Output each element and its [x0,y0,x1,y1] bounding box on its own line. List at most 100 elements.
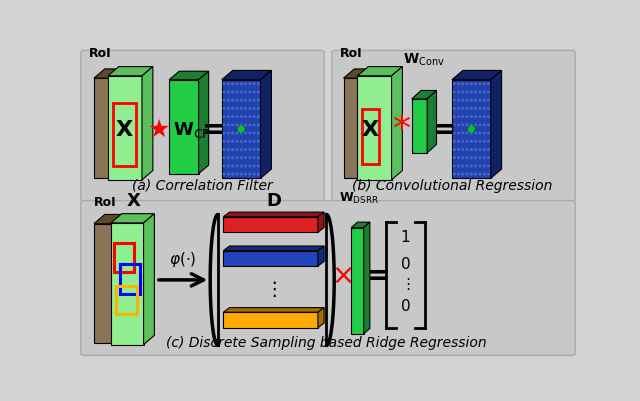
Circle shape [470,149,472,150]
Circle shape [488,157,490,158]
Circle shape [232,124,234,126]
Circle shape [479,124,481,126]
Circle shape [258,99,259,101]
Polygon shape [223,212,324,217]
Polygon shape [111,214,154,223]
Circle shape [223,124,225,126]
Circle shape [253,99,255,101]
Polygon shape [113,215,124,343]
Circle shape [462,157,463,158]
Circle shape [462,149,463,150]
Circle shape [241,132,242,134]
Circle shape [223,116,225,117]
Circle shape [483,116,485,117]
Text: $\vdots$: $\vdots$ [400,276,411,292]
Circle shape [236,165,237,167]
Circle shape [236,149,237,150]
Circle shape [223,91,225,93]
Polygon shape [198,71,209,174]
Polygon shape [491,71,502,178]
Circle shape [227,165,229,167]
Polygon shape [143,214,154,344]
Circle shape [462,91,463,93]
Text: (a) Correlation Filter: (a) Correlation Filter [132,179,273,193]
Polygon shape [94,78,111,178]
Text: RoI: RoI [90,47,112,61]
Circle shape [458,132,460,134]
Circle shape [253,107,255,109]
Circle shape [249,99,251,101]
Circle shape [479,149,481,150]
Circle shape [479,157,481,158]
Circle shape [253,132,255,134]
Circle shape [462,173,463,175]
Circle shape [258,149,259,150]
Circle shape [232,83,234,85]
Circle shape [227,91,229,93]
Circle shape [244,107,246,109]
Circle shape [467,116,468,117]
Circle shape [467,124,468,126]
Circle shape [232,157,234,158]
Circle shape [249,91,251,93]
Circle shape [458,157,460,158]
Circle shape [236,132,237,134]
Text: W$_{\mathsf{DSRR}}$: W$_{\mathsf{DSRR}}$ [339,191,379,206]
Circle shape [458,149,460,150]
Circle shape [453,149,455,150]
Circle shape [244,173,246,175]
Polygon shape [344,78,360,178]
Circle shape [232,173,234,175]
Circle shape [258,157,259,158]
Circle shape [241,91,242,93]
Text: =: = [433,116,456,144]
Circle shape [236,107,237,109]
Circle shape [249,157,251,158]
Circle shape [458,99,460,101]
Circle shape [467,91,468,93]
Circle shape [467,83,468,85]
Circle shape [223,157,225,158]
Polygon shape [111,223,143,344]
Circle shape [470,132,472,134]
Circle shape [244,83,246,85]
Circle shape [249,124,251,126]
Circle shape [232,116,234,117]
Circle shape [453,157,455,158]
Circle shape [236,140,237,142]
Circle shape [249,173,251,175]
Polygon shape [364,222,370,334]
Circle shape [227,83,229,85]
Circle shape [475,149,476,150]
Circle shape [249,140,251,142]
Circle shape [467,173,468,175]
Circle shape [232,149,234,150]
Circle shape [232,99,234,101]
Text: =: = [367,262,390,290]
Circle shape [258,132,259,134]
Circle shape [479,99,481,101]
Circle shape [223,107,225,109]
Circle shape [223,83,225,85]
Circle shape [249,165,251,167]
Polygon shape [223,308,324,312]
Circle shape [462,107,463,109]
Circle shape [227,107,229,109]
Circle shape [483,140,485,142]
Polygon shape [169,71,209,80]
Circle shape [475,116,476,117]
Polygon shape [351,222,370,227]
Circle shape [488,140,490,142]
Circle shape [236,91,237,93]
Circle shape [462,124,463,126]
Circle shape [479,91,481,93]
Circle shape [258,165,259,167]
Polygon shape [94,69,122,78]
Circle shape [227,149,229,150]
Circle shape [239,126,244,132]
Circle shape [223,149,225,150]
Circle shape [227,132,229,134]
Polygon shape [94,224,113,343]
Text: W$_{\mathsf{Conv}}$: W$_{\mathsf{Conv}}$ [403,52,445,68]
Text: RoI: RoI [340,47,362,61]
